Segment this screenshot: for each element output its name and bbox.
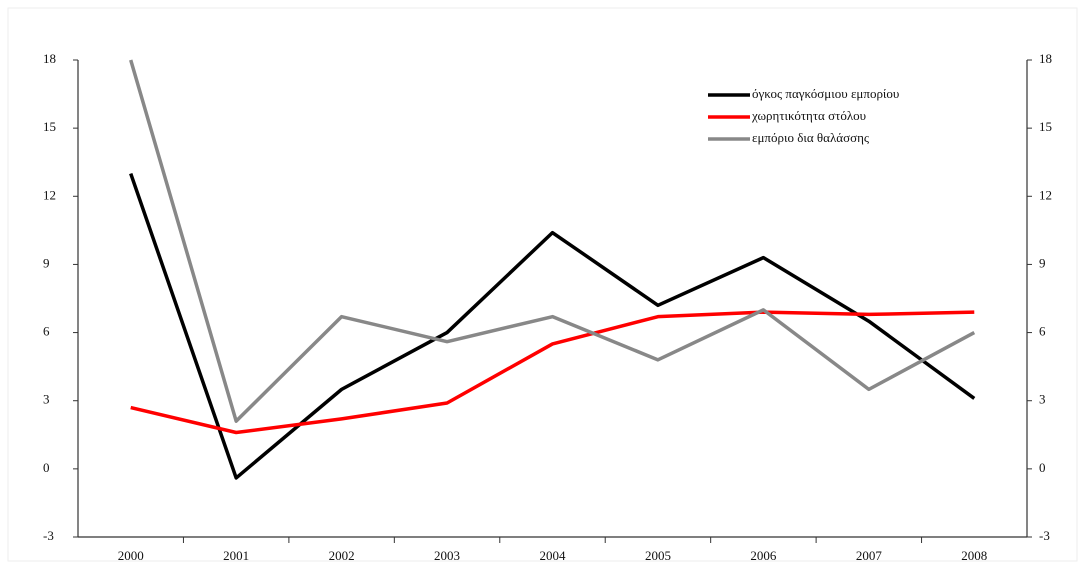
y-tick-label: 18	[43, 51, 56, 66]
y2-tick-label: 6	[1039, 324, 1046, 339]
x-tick-label: 2008	[961, 548, 987, 563]
y2-tick-label: 3	[1039, 392, 1046, 407]
series-line	[130, 310, 975, 435]
chart-frame	[7, 7, 1078, 562]
x-tick-label: 2007	[856, 548, 883, 563]
y2-tick-label: 15	[1039, 119, 1052, 134]
y-tick-label: 15	[43, 119, 56, 134]
legend-label: χωρητικότητα στόλου	[751, 108, 866, 123]
y-tick-label: 0	[43, 460, 50, 475]
y-tick-label: 12	[43, 187, 56, 202]
x-tick-label: 2003	[434, 548, 460, 563]
series-line	[129, 172, 976, 480]
series-line	[129, 59, 976, 423]
y-tick-label: 9	[43, 255, 50, 270]
x-tick-label: 2006	[750, 548, 777, 563]
y2-tick-label: 9	[1039, 255, 1046, 270]
x-tick-label: 2001	[223, 548, 249, 563]
x-tick-label: 2005	[645, 548, 671, 563]
y2-tick-label: 12	[1039, 187, 1052, 202]
legend-label: όγκος παγκόσμιου εμπορίου	[752, 86, 899, 101]
x-tick-label: 2002	[329, 548, 355, 563]
x-tick-label: 2004	[540, 548, 567, 563]
legend-label: εμπόριο δια θαλάσσης	[752, 130, 870, 145]
y-tick-label: -3	[43, 528, 54, 543]
y2-tick-label: 18	[1039, 51, 1052, 66]
y-tick-label: 3	[43, 392, 50, 407]
y2-tick-label: -3	[1039, 528, 1050, 543]
y-tick-label: 6	[43, 324, 50, 339]
x-tick-label: 2000	[118, 548, 144, 563]
y2-tick-label: 0	[1039, 460, 1046, 475]
